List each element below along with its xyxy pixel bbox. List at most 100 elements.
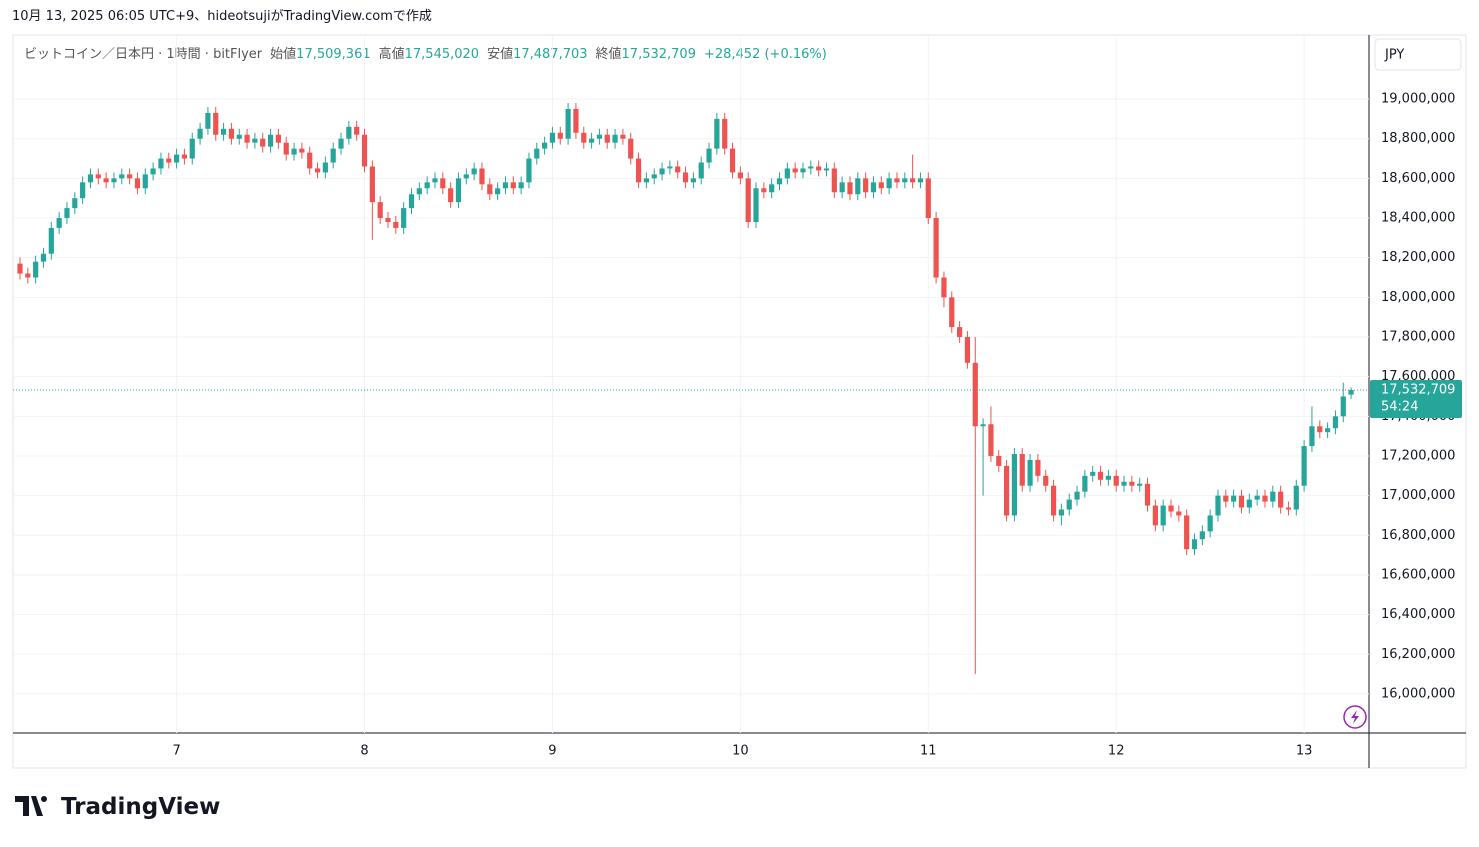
candle-body <box>1082 475 1088 492</box>
candle-body <box>1035 459 1041 476</box>
candle-body <box>823 168 830 171</box>
candle-body <box>252 138 258 143</box>
candle-body <box>48 227 54 254</box>
candle-body <box>463 174 469 179</box>
candle-body <box>87 174 94 183</box>
candle-body <box>127 174 133 179</box>
candle-body <box>682 172 689 183</box>
candle-body <box>330 148 336 163</box>
candle-body <box>80 182 86 199</box>
currency-button[interactable] <box>1374 38 1462 71</box>
candle-body <box>651 174 657 179</box>
candle-body <box>1144 483 1151 506</box>
x-tick-label: 10 <box>732 744 749 759</box>
logo-mark <box>15 796 47 816</box>
candle-body <box>1309 426 1315 447</box>
candle-body <box>1003 465 1010 516</box>
x-tick-label: 8 <box>360 744 368 759</box>
candle-body <box>1191 539 1198 550</box>
candle-body <box>119 174 125 179</box>
x-tick-label: 7 <box>172 744 180 759</box>
candle-body <box>166 158 172 163</box>
candle-body <box>839 182 845 193</box>
x-tick-label: 12 <box>1108 744 1125 759</box>
candle-body <box>847 182 853 195</box>
y-tick-label: 17,000,000 <box>1381 488 1455 503</box>
candle-body <box>722 118 728 149</box>
candle-body <box>706 148 712 163</box>
candle-body <box>729 148 736 173</box>
candle-body <box>1019 453 1025 486</box>
candle-body <box>1231 495 1237 502</box>
candle-body <box>549 132 556 143</box>
candle-body <box>103 178 109 183</box>
candle-body <box>996 455 1002 466</box>
candle-body <box>299 148 305 153</box>
candle-body <box>784 168 790 179</box>
candle-body <box>878 182 884 189</box>
candle-body <box>612 134 618 143</box>
candle-body <box>1050 485 1057 516</box>
candle-body <box>1043 475 1049 486</box>
candle-body <box>1027 459 1033 486</box>
y-tick-label: 18,600,000 <box>1381 171 1455 186</box>
candle-body <box>1293 485 1299 510</box>
candle-body <box>1301 446 1307 486</box>
y-tick-label: 17,200,000 <box>1381 448 1455 463</box>
candle-body <box>1285 507 1292 510</box>
candle-body <box>1238 495 1245 508</box>
candle-body <box>95 174 101 179</box>
candle-body <box>416 188 422 195</box>
candle-body <box>283 142 289 155</box>
candle-body <box>698 162 704 179</box>
legend: ビットコイン／日本円 · 1時間 · bitFlyer 始値17,509,361 高… <box>24 46 827 62</box>
candle-body <box>1199 531 1205 540</box>
candle-body <box>346 126 352 139</box>
candle-body <box>941 277 947 298</box>
candle-body <box>150 168 156 175</box>
currency[interactable]: JPY <box>1384 48 1404 63</box>
candle-body <box>220 128 227 135</box>
y-tick-label: 18,800,000 <box>1381 131 1455 146</box>
candle-body <box>260 138 266 147</box>
y-tick-label: 17,800,000 <box>1381 330 1455 345</box>
candle-body <box>174 154 180 163</box>
candle-body <box>267 134 274 147</box>
candle-body <box>1325 428 1331 433</box>
legend-item: 17,545,020 <box>405 47 479 62</box>
candle-body <box>228 128 235 139</box>
chart-frame <box>12 34 1467 769</box>
candle-body <box>25 273 31 278</box>
candle-body <box>385 218 391 222</box>
candle-body <box>1317 426 1323 433</box>
candle-body <box>910 178 916 183</box>
candle-body <box>1097 471 1104 480</box>
candle-body <box>236 134 242 139</box>
candle-body <box>134 178 141 189</box>
y-tick-label: 16,200,000 <box>1381 647 1455 662</box>
y-tick-label: 16,000,000 <box>1381 686 1455 701</box>
candle-body <box>753 188 759 222</box>
candle-body <box>526 158 532 183</box>
candle-body <box>776 178 783 185</box>
candle-body <box>831 168 837 193</box>
candle-body <box>314 168 321 173</box>
candle-body <box>424 182 430 189</box>
candle-body <box>479 168 485 185</box>
candle-body <box>1278 491 1284 508</box>
candle-body <box>690 178 696 183</box>
candle-body <box>1074 491 1080 500</box>
candle-body <box>643 178 649 183</box>
candle-body <box>1011 453 1018 516</box>
candle-body <box>894 178 900 183</box>
brand: TradingView <box>61 794 220 820</box>
candle-body <box>354 126 360 135</box>
candle-body <box>393 221 399 228</box>
candle-body <box>205 112 211 129</box>
candle-body <box>455 178 462 203</box>
candle-body <box>659 168 665 175</box>
candle-body <box>581 132 587 143</box>
candle-body <box>964 337 971 363</box>
candle-body <box>596 134 603 139</box>
